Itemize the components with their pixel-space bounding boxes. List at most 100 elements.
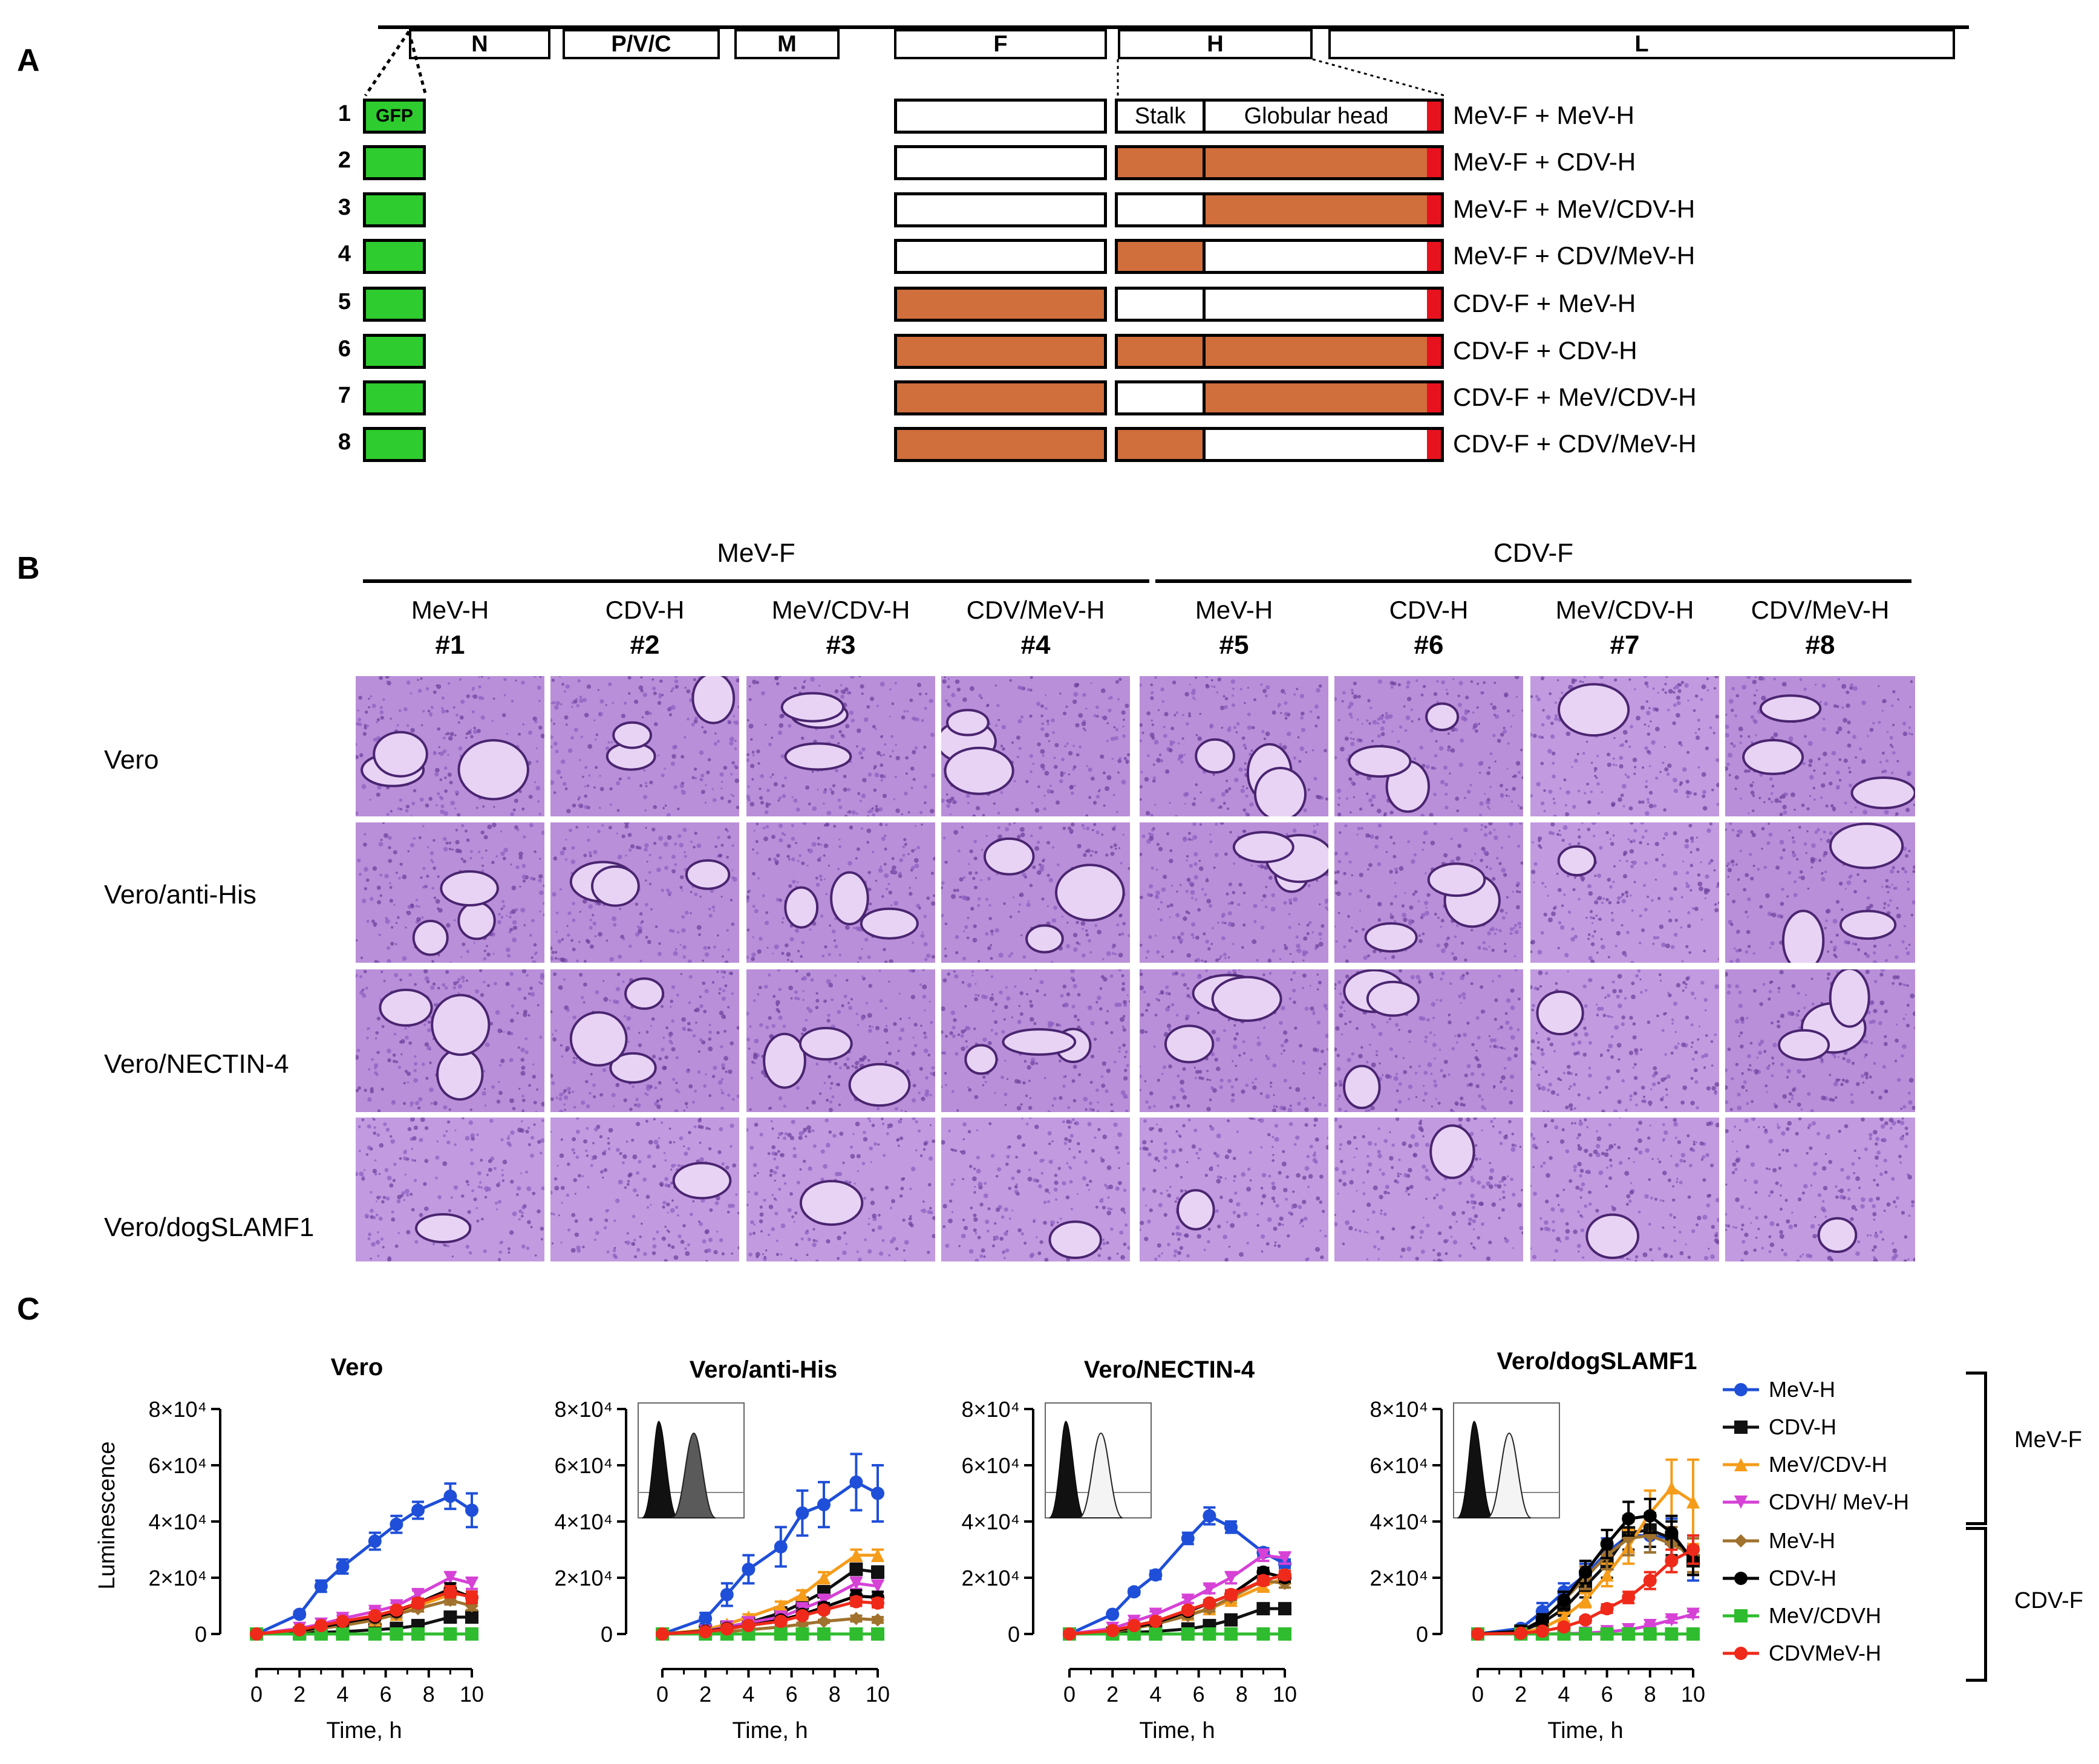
y-tick-label: 0 [195, 1622, 207, 1647]
gfp-box [363, 380, 426, 415]
micrograph-column-h-label: CDV-H [1389, 596, 1469, 624]
x-axis-label: Time, h [732, 1718, 808, 1743]
data-point [1734, 1647, 1748, 1660]
data-point [1181, 1531, 1195, 1545]
data-point [336, 1615, 350, 1629]
h-gene-construct [1115, 239, 1445, 274]
construct-label: MeV-F + CDV/MeV-H [1453, 241, 1696, 270]
data-point [1600, 1602, 1614, 1616]
x-tick-label: 0 [656, 1682, 668, 1707]
data-point [465, 1627, 478, 1641]
data-point [1557, 1620, 1571, 1634]
x-tick-label: 6 [786, 1682, 798, 1707]
micrograph-image [941, 676, 1130, 816]
data-point [443, 1585, 457, 1599]
data-point [1149, 1607, 1163, 1621]
micrograph-column-number: #5 [1219, 630, 1249, 660]
x-tick-label: 10 [460, 1682, 484, 1707]
gfp-box [363, 287, 426, 322]
micrograph-image [356, 969, 544, 1112]
y-tick-label: 8×10⁴ [961, 1397, 1020, 1422]
data-point [817, 1593, 831, 1607]
h-his-tag-segment [1427, 99, 1444, 134]
f-gene-box [894, 145, 1107, 180]
data-point [1063, 1627, 1076, 1641]
x-tick-label: 6 [1601, 1682, 1613, 1707]
micrograph-column-h-label: MeV-H [1195, 596, 1273, 624]
x-tick-label: 4 [1149, 1682, 1161, 1707]
data-point [1600, 1568, 1614, 1582]
y-tick-label: 8×10⁴ [554, 1397, 613, 1422]
data-point [656, 1627, 669, 1641]
micrograph-image [746, 676, 935, 816]
h-globular-head-segment [1203, 192, 1430, 227]
data-point [465, 1610, 478, 1624]
x-tick-label: 8 [829, 1682, 841, 1707]
chart-title: Vero/anti-His [690, 1356, 838, 1383]
y-tick-label: 2×10⁴ [148, 1566, 207, 1590]
y-tick-label: 8×10⁴ [148, 1397, 207, 1422]
group-line-mev-f [363, 579, 1149, 583]
data-point [817, 1498, 831, 1512]
data-point [1203, 1582, 1216, 1596]
series-6 [656, 1627, 884, 1641]
h-stalk-segment [1115, 380, 1206, 415]
data-point [1278, 1568, 1291, 1582]
data-point [1256, 1627, 1270, 1641]
chart-title: Vero/dogSLAMF1 [1497, 1348, 1697, 1375]
micrograph-column-number: #7 [1610, 630, 1640, 660]
data-point [293, 1623, 307, 1637]
data-point [817, 1615, 831, 1629]
data-point [849, 1577, 863, 1590]
data-point [314, 1619, 328, 1633]
h-gene-construct [1115, 287, 1445, 322]
data-point [1622, 1590, 1636, 1604]
panel-c-letter: C [17, 1292, 40, 1327]
gfp-box [363, 192, 426, 227]
data-point [699, 1625, 713, 1639]
series-7 [250, 1584, 478, 1641]
data-point [774, 1615, 788, 1629]
legend-item-label: CDVH/ MeV-H [1769, 1489, 1910, 1514]
x-tick-label: 2 [293, 1682, 305, 1707]
data-point [368, 1534, 382, 1548]
micrograph-image [746, 1118, 935, 1261]
flow-cytometry-inset [1453, 1402, 1560, 1518]
genome-line [378, 25, 1969, 29]
micrograph-column-h-label: CDV/MeV-H [1751, 596, 1890, 624]
construct-number: 4 [338, 241, 351, 267]
data-point [1643, 1627, 1657, 1641]
micrograph-row-label: Vero/dogSLAMF1 [104, 1212, 315, 1242]
legend-group-mev-f: MeV-F [2014, 1427, 2082, 1453]
h-globular-head-segment [1203, 145, 1430, 180]
micrograph-image [550, 1118, 739, 1261]
x-tick-label: 10 [866, 1682, 890, 1707]
data-point [774, 1627, 788, 1641]
x-tick-label: 4 [742, 1682, 754, 1707]
chart-0: Vero 0 2×10⁴ 4×10⁴ 6×10⁴ 8×10⁴ 0 2 4 6 8 10 Time, h L… [94, 1354, 484, 1743]
data-point [1665, 1526, 1679, 1540]
data-point [1734, 1458, 1748, 1471]
h-his-tag-segment [1427, 334, 1444, 369]
construct-number: 1 [338, 101, 351, 126]
construct-number: 3 [338, 195, 351, 220]
data-point [1535, 1613, 1549, 1627]
construct-number: 2 [338, 148, 351, 173]
data-point [443, 1593, 457, 1607]
data-point [1471, 1627, 1484, 1641]
h-stalk-segment [1115, 239, 1206, 274]
chart-title: Vero/NECTIN-4 [1084, 1356, 1255, 1383]
y-tick-label: 0 [1008, 1622, 1020, 1647]
x-tick-label: 6 [1193, 1682, 1205, 1707]
y-tick-label: 2×10⁴ [554, 1566, 613, 1590]
y-tick-label: 0 [1416, 1622, 1428, 1647]
data-point [1665, 1554, 1679, 1568]
f-gene-box [894, 287, 1107, 322]
micrograph-column-h-label: CDV-H [605, 596, 685, 624]
data-point [1734, 1572, 1748, 1585]
construct-label: CDV-F + MeV-H [1453, 289, 1636, 317]
x-tick-label: 0 [1063, 1682, 1076, 1707]
luminescence-charts: Vero 0 2×10⁴ 4×10⁴ 6×10⁴ 8×10⁴ 0 2 4 6 8 10 Time, h L… [94, 1348, 1705, 1743]
data-point [795, 1627, 809, 1641]
